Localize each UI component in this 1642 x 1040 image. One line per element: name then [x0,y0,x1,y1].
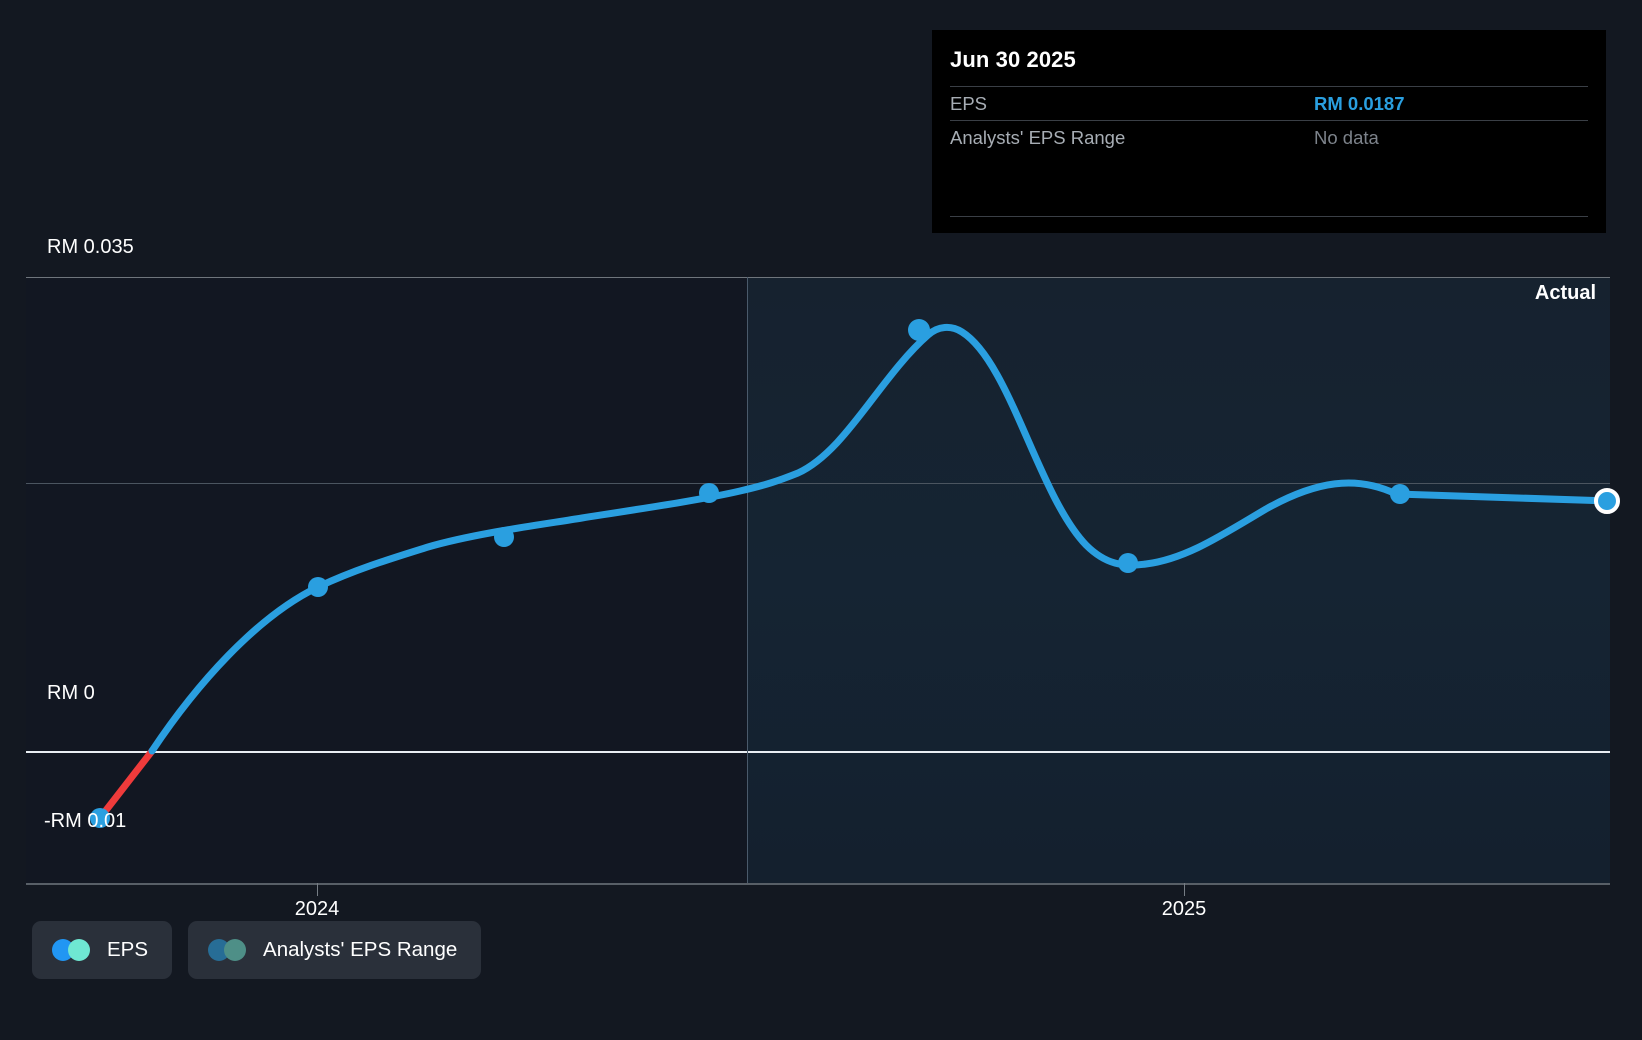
y-axis-label-max: RM 0.035 [47,236,134,258]
x-axis-tick-2024 [317,883,318,896]
actual-divider [747,277,748,883]
tooltip-value-eps: RM 0.0187 [1314,92,1405,114]
tooltip-label-analysts-range: Analysts' EPS Range [950,126,1126,148]
legend-swatch-eps-icon [52,939,90,961]
x-axis-label-2025: 2025 [1161,898,1207,920]
actual-region-label: Actual [1534,282,1596,304]
plot-area: Actual [26,277,1620,883]
data-point[interactable] [699,483,719,503]
legend-label-analysts-eps-range: Analysts' EPS Range [263,938,458,961]
chart-tooltip: Jun 30 2025 EPS RM 0.0187 Analysts' EPS … [932,30,1606,233]
chart-legend: EPS Analysts' EPS Range [32,921,482,979]
eps-line-negative [96,747,156,822]
data-point[interactable] [494,527,514,547]
eps-series [90,319,1620,828]
data-point[interactable] [1118,553,1138,573]
data-point[interactable] [308,577,328,597]
historical-band [26,277,747,883]
tooltip-date: Jun 30 2025 [950,47,1076,72]
data-point[interactable] [1390,484,1410,504]
y-axis-label-min: -RM 0.01 [44,810,127,832]
legend-swatch-analysts-eps-range-icon [208,939,247,961]
middle-gridline [26,483,1610,484]
data-point[interactable] [90,808,110,828]
tooltip-label-eps: EPS [950,92,988,114]
tooltip-row-analysts-range: Analysts' EPS Range No data [950,120,1588,154]
tooltip-value-analysts-range: No data [1314,126,1379,148]
data-point-highlighted[interactable] [1594,488,1620,514]
data-point[interactable] [908,319,930,341]
legend-item-eps[interactable]: EPS [32,921,173,979]
top-gridline [26,277,1610,278]
zero-line [26,751,1610,753]
tooltip-row-eps: EPS RM 0.0187 [950,86,1588,120]
tooltip-divider [950,216,1588,217]
y-axis-label-zero: RM 0 [47,682,95,704]
legend-label-eps: EPS [107,938,149,961]
x-axis-tick-2025 [1184,883,1185,896]
x-axis-line [26,883,1610,885]
eps-line-positive [148,324,1614,755]
x-axis-label-2024: 2024 [294,898,340,920]
legend-item-analysts-eps-range[interactable]: Analysts' EPS Range [188,921,482,979]
